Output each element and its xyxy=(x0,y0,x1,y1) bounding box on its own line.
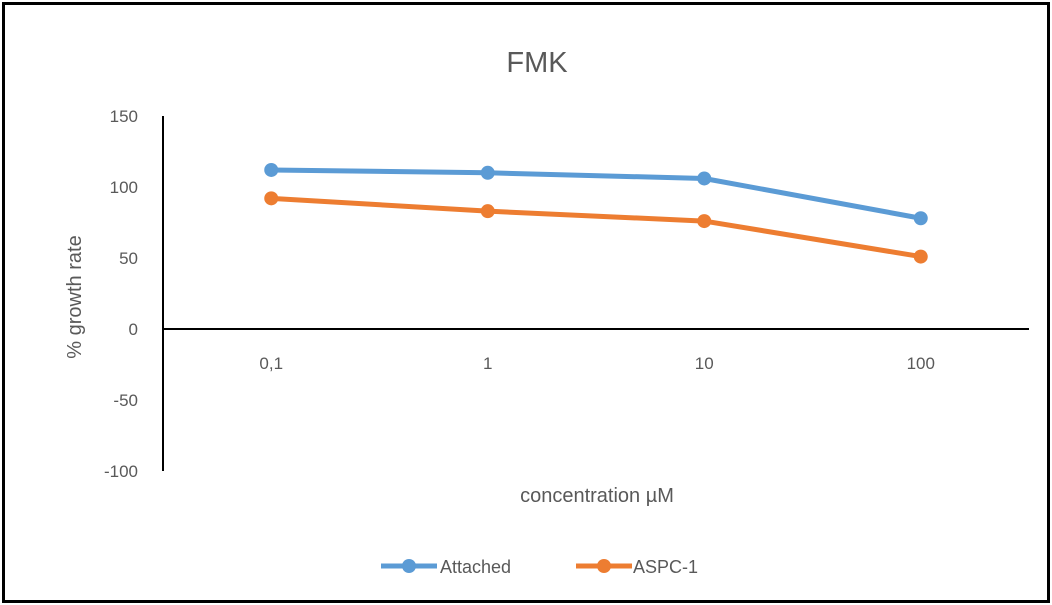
y-tick-label: -100 xyxy=(104,462,138,481)
x-tick-label: 100 xyxy=(907,354,935,373)
chart-title: FMK xyxy=(506,47,568,79)
series-line-aspc-1 xyxy=(268,195,924,260)
y-tick-labels: 150 100 50 0 -50 -100 xyxy=(104,107,138,481)
y-tick-label: 0 xyxy=(129,320,138,339)
x-tick-labels: 0,1 1 10 100 xyxy=(259,354,935,373)
line-chart: FMK 150 100 50 0 -50 -100 0,1 1 10 100 % growth … xyxy=(64,47,1029,577)
y-tick-label: 150 xyxy=(110,107,138,126)
data-point xyxy=(697,171,712,186)
y-axis-title: % growth rate xyxy=(64,235,86,358)
data-point xyxy=(264,162,279,177)
legend-label-attached: Attached xyxy=(440,557,511,577)
y-tick-label: 50 xyxy=(119,249,138,268)
data-point xyxy=(264,191,279,206)
legend: Attached ASPC-1 xyxy=(381,557,698,577)
data-point xyxy=(913,211,928,226)
data-point xyxy=(480,165,495,180)
x-tick-label: 10 xyxy=(695,354,714,373)
data-point xyxy=(697,214,712,229)
legend-label-aspc-1: ASPC-1 xyxy=(633,557,698,577)
x-tick-label: 1 xyxy=(483,354,492,373)
y-tick-label: 100 xyxy=(110,178,138,197)
data-point xyxy=(913,249,928,264)
legend-swatch-marker-aspc-1 xyxy=(597,559,611,573)
x-axis-title: concentration µM xyxy=(520,485,674,507)
y-tick-label: -50 xyxy=(113,391,138,410)
series-layer xyxy=(264,162,928,264)
data-point xyxy=(480,204,495,219)
series-line-attached xyxy=(268,167,924,221)
x-tick-label: 0,1 xyxy=(259,354,283,373)
legend-swatch-marker-attached xyxy=(402,559,416,573)
